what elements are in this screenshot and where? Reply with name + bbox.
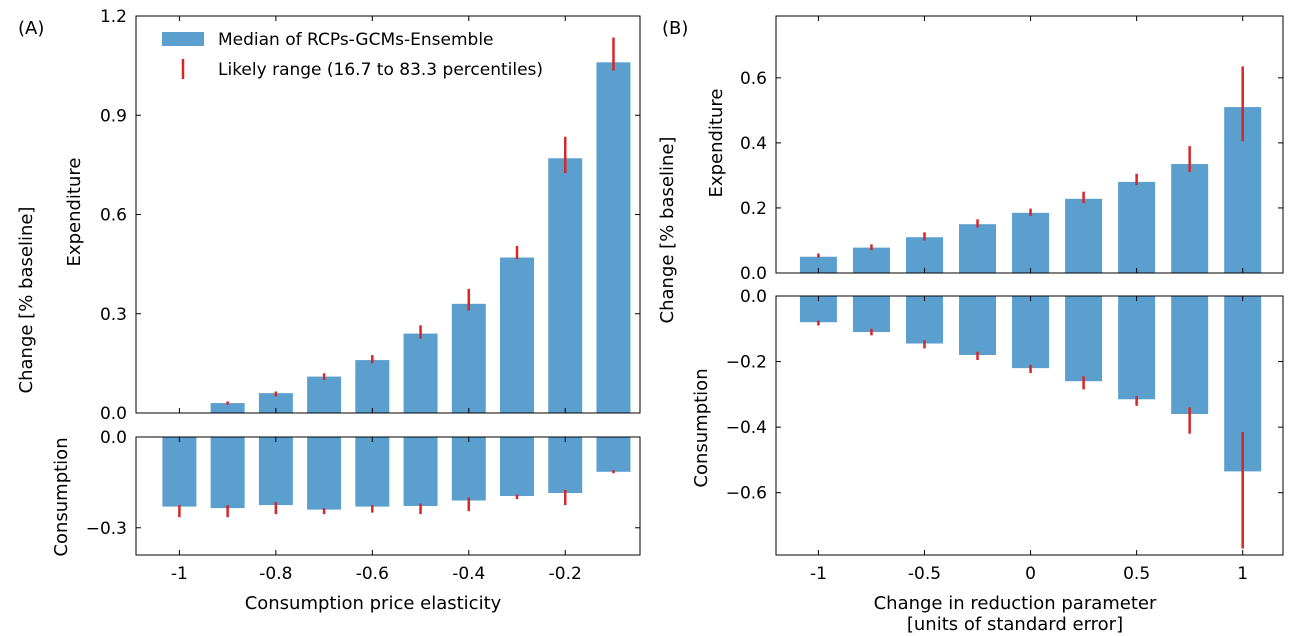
panel-b-consumption-plot: 0.0 −0.2 −0.4 −0.6 -1 -0.5 0 0.5 1 (726, 287, 1284, 584)
p1-s0-bar-6 (1118, 181, 1156, 273)
p1-s1-xtick-label-2: 0 (1025, 564, 1036, 584)
panel-b-expenditure-plot: 0.0 0.2 0.4 0.6 (740, 15, 1284, 284)
panel-a-xlabel: Consumption price elasticity (245, 593, 502, 614)
p1-s0-bar-4 (1012, 212, 1050, 273)
p0-s1-bar-6 (451, 437, 486, 501)
p0-s0-bar-4 (355, 360, 390, 413)
p1-s0-bar-7 (1171, 164, 1209, 273)
p1-s1-bar-2 (905, 296, 943, 344)
p0-s1-bar-0 (162, 437, 197, 507)
panel-b-ylabel: Change [% baseline] (657, 137, 678, 324)
panel-b-ylabel-expenditure: Expenditure (706, 89, 727, 198)
p1-s1-xtick-label-4: 1 (1237, 564, 1248, 584)
p1-s1-bar-4 (1012, 296, 1050, 369)
legend-range-label: Likely range (16.7 to 83.3 percentiles) (218, 60, 543, 80)
p1-s1-bar-5 (1065, 296, 1103, 382)
p0-s0-bar-6 (451, 303, 486, 413)
panel-b-ylabel-consumption: Consumption (691, 368, 712, 487)
p1-s1-ytick-label-2: −0.4 (726, 418, 767, 438)
p1-s0-bar-1 (852, 247, 890, 273)
p0-s1-bar-2 (258, 437, 293, 506)
p0-s1-xtick-label-3: -0.4 (452, 564, 485, 584)
p0-s0-ytick-label-3: 0.9 (100, 106, 127, 126)
p1-s0-bar-5 (1065, 198, 1103, 273)
legend-bar-swatch (162, 32, 204, 46)
p0-s1-xtick-label-4: -0.2 (549, 564, 582, 584)
p1-s1-bar-3 (959, 296, 997, 356)
p0-s1-bar-8 (548, 437, 583, 493)
p0-s0-bar-1 (210, 403, 245, 413)
p0-s0-bar-2 (258, 393, 293, 413)
p0-s1-bar-1 (210, 437, 245, 509)
p0-s1-xtick-label-2: -0.6 (356, 564, 389, 584)
p1-s0-ytick-label-2: 0.4 (740, 134, 767, 154)
p1-s1-axes-frame (775, 295, 1284, 556)
panel-b-xlabel-line1: Change in reduction parameter (874, 593, 1157, 614)
p1-s0-ytick-label-1: 0.2 (740, 199, 767, 219)
p1-s1-bar-6 (1118, 296, 1156, 400)
p0-s1-bar-3 (307, 437, 342, 510)
p0-s1-bar-9 (596, 437, 631, 472)
legend-bar-label: Median of RCPs-GCMs-Ensemble (218, 30, 494, 50)
p1-s0-axes-frame (775, 15, 1284, 274)
p0-s1-ytick-label-1: −0.3 (86, 519, 127, 539)
p0-s1-bar-5 (403, 437, 438, 506)
p0-s1-ytick-label-0: 0.0 (100, 428, 127, 448)
panel-a-ylabel: Change [% baseline] (16, 207, 37, 394)
p1-s0-ytick-label-3: 0.6 (740, 69, 767, 89)
panel-a-ylabel-expenditure: Expenditure (64, 158, 85, 267)
p0-s0-ytick-label-4: 1.2 (100, 7, 127, 27)
p1-s0-bar-2 (905, 237, 943, 273)
panel-a-expenditure-plot: 0.0 0.3 0.6 0.9 1.2 (100, 7, 641, 424)
p0-s1-axes-frame (135, 436, 641, 556)
panel-b-xlabel-line2: [units of standard error] (907, 614, 1123, 635)
p1-s1-xtick-label-3: 0.5 (1123, 564, 1150, 584)
p1-s1-ytick-label-1: −0.2 (726, 353, 767, 373)
p1-s1-xtick-label-1: -0.5 (908, 564, 941, 584)
p1-s0-bar-0 (799, 256, 837, 273)
p1-s0-ytick-label-0: 0.0 (740, 264, 767, 284)
p1-s0-bar-3 (959, 224, 997, 273)
p0-s0-bar-9 (596, 62, 631, 414)
p0-s0-ytick-label-1: 0.3 (100, 305, 127, 325)
p0-s0-bar-5 (403, 333, 438, 413)
p0-s0-bar-8 (548, 158, 583, 413)
p1-s1-bar-7 (1171, 296, 1209, 415)
legend: Median of RCPs-GCMs-Ensemble Likely rang… (162, 30, 543, 80)
p0-s0-bar-7 (500, 257, 535, 413)
p0-s0-bar-3 (307, 376, 342, 413)
p1-s1-ytick-label-3: −0.6 (726, 484, 767, 504)
p0-s1-xtick-label-0: -1 (171, 564, 188, 584)
panel-a-consumption-plot: 0.0 −0.3 -1 -0.8 -0.6 -0.4 -0.2 (86, 428, 641, 584)
p0-s1-bar-4 (355, 437, 390, 507)
p1-s1-xtick-label-0: -1 (810, 564, 827, 584)
p0-s0-ytick-label-0: 0.0 (100, 404, 127, 424)
panel-b-label: (B) (662, 18, 688, 39)
panel-a: (A) Change [% baseline] Expenditure Cons… (16, 7, 641, 614)
p0-s0-ytick-label-2: 0.6 (100, 206, 127, 226)
p1-s1-ytick-label-0: 0.0 (740, 287, 767, 307)
p0-s1-xtick-label-1: -0.8 (259, 564, 292, 584)
panel-a-label: (A) (18, 18, 44, 39)
panel-a-ylabel-consumption: Consumption (51, 437, 72, 556)
p0-s1-bar-7 (500, 437, 535, 496)
p1-s1-bar-1 (852, 296, 890, 333)
panel-b: (B) Change [% baseline] Expenditure Cons… (657, 15, 1284, 635)
